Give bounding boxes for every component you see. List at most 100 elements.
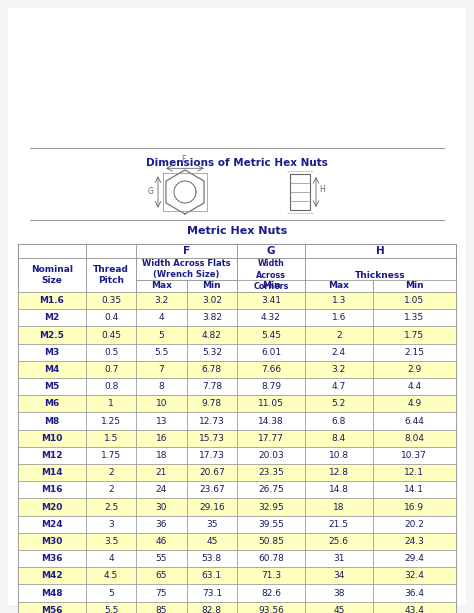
Bar: [86, 601, 136, 613]
Text: 20.2: 20.2: [404, 520, 424, 528]
Bar: [86, 309, 136, 326]
Bar: [305, 413, 373, 430]
Text: 14.1: 14.1: [404, 485, 424, 494]
Text: 1.75: 1.75: [101, 451, 121, 460]
Bar: [18, 498, 86, 516]
Text: 4: 4: [159, 313, 164, 322]
Text: Thickness: Thickness: [355, 270, 406, 280]
Bar: [305, 361, 373, 378]
Text: 4.7: 4.7: [332, 382, 346, 391]
Bar: [305, 430, 373, 447]
Bar: [187, 378, 237, 395]
Text: G: G: [267, 246, 275, 256]
Text: 5.32: 5.32: [202, 348, 222, 357]
Bar: [237, 378, 305, 395]
Bar: [187, 481, 237, 498]
Text: 2.9: 2.9: [407, 365, 421, 374]
Text: 18: 18: [333, 503, 345, 511]
Bar: [86, 498, 136, 516]
Text: 3.82: 3.82: [202, 313, 222, 322]
Bar: [187, 550, 237, 567]
Bar: [136, 498, 187, 516]
Text: 38: 38: [333, 588, 345, 598]
Text: 5.45: 5.45: [261, 330, 281, 340]
Text: Max: Max: [151, 281, 172, 291]
Text: 3: 3: [108, 520, 114, 528]
Bar: [187, 430, 237, 447]
Bar: [237, 395, 305, 413]
Text: Max: Max: [328, 281, 349, 291]
Bar: [86, 584, 136, 601]
Bar: [18, 395, 86, 413]
Text: 4.5: 4.5: [104, 571, 118, 581]
Bar: [237, 584, 305, 601]
Text: M10: M10: [41, 434, 63, 443]
Bar: [86, 430, 136, 447]
Text: 14.8: 14.8: [329, 485, 349, 494]
Bar: [18, 378, 86, 395]
Text: 30: 30: [155, 503, 167, 511]
Bar: [237, 280, 305, 292]
Text: 24.3: 24.3: [404, 537, 424, 546]
Bar: [237, 550, 305, 567]
Text: 63.1: 63.1: [202, 571, 222, 581]
Bar: [136, 481, 187, 498]
Bar: [237, 567, 305, 584]
Text: 8: 8: [159, 382, 164, 391]
Bar: [136, 516, 187, 533]
Bar: [373, 533, 456, 550]
Bar: [305, 516, 373, 533]
Text: 14.38: 14.38: [258, 416, 284, 425]
Text: 1.3: 1.3: [332, 296, 346, 305]
Text: 6.44: 6.44: [404, 416, 424, 425]
Text: 10.8: 10.8: [329, 451, 349, 460]
Bar: [305, 309, 373, 326]
Bar: [237, 516, 305, 533]
Text: 36.4: 36.4: [404, 588, 424, 598]
Text: 23.35: 23.35: [258, 468, 284, 477]
Bar: [237, 344, 305, 361]
Text: Min: Min: [262, 281, 280, 291]
Bar: [136, 309, 187, 326]
Bar: [18, 533, 86, 550]
Text: 3.2: 3.2: [332, 365, 346, 374]
Bar: [86, 413, 136, 430]
Bar: [18, 601, 86, 613]
Text: 3.5: 3.5: [104, 537, 118, 546]
Text: H: H: [319, 185, 325, 194]
Bar: [136, 258, 237, 280]
Text: 1.05: 1.05: [404, 296, 424, 305]
Bar: [86, 326, 136, 344]
Bar: [18, 481, 86, 498]
Text: 4.4: 4.4: [407, 382, 421, 391]
Bar: [373, 413, 456, 430]
Bar: [237, 481, 305, 498]
Text: 50.85: 50.85: [258, 537, 284, 546]
Bar: [18, 244, 456, 613]
Bar: [136, 244, 237, 258]
Bar: [187, 344, 237, 361]
Bar: [305, 498, 373, 516]
Bar: [86, 567, 136, 584]
Bar: [18, 447, 86, 464]
Text: 26.75: 26.75: [258, 485, 284, 494]
Bar: [305, 378, 373, 395]
Text: 32.4: 32.4: [404, 571, 424, 581]
Bar: [187, 309, 237, 326]
Bar: [136, 567, 187, 584]
Bar: [18, 567, 86, 584]
Text: 16.9: 16.9: [404, 503, 424, 511]
Bar: [187, 447, 237, 464]
Bar: [305, 258, 456, 292]
Text: 5: 5: [159, 330, 164, 340]
Text: 4.9: 4.9: [407, 399, 421, 408]
Bar: [237, 258, 305, 292]
Text: Thread
Pitch: Thread Pitch: [93, 265, 129, 285]
Text: 39.55: 39.55: [258, 520, 284, 528]
Bar: [237, 601, 305, 613]
Bar: [237, 326, 305, 344]
Bar: [136, 533, 187, 550]
Bar: [18, 344, 86, 361]
Bar: [136, 447, 187, 464]
Bar: [18, 258, 86, 292]
